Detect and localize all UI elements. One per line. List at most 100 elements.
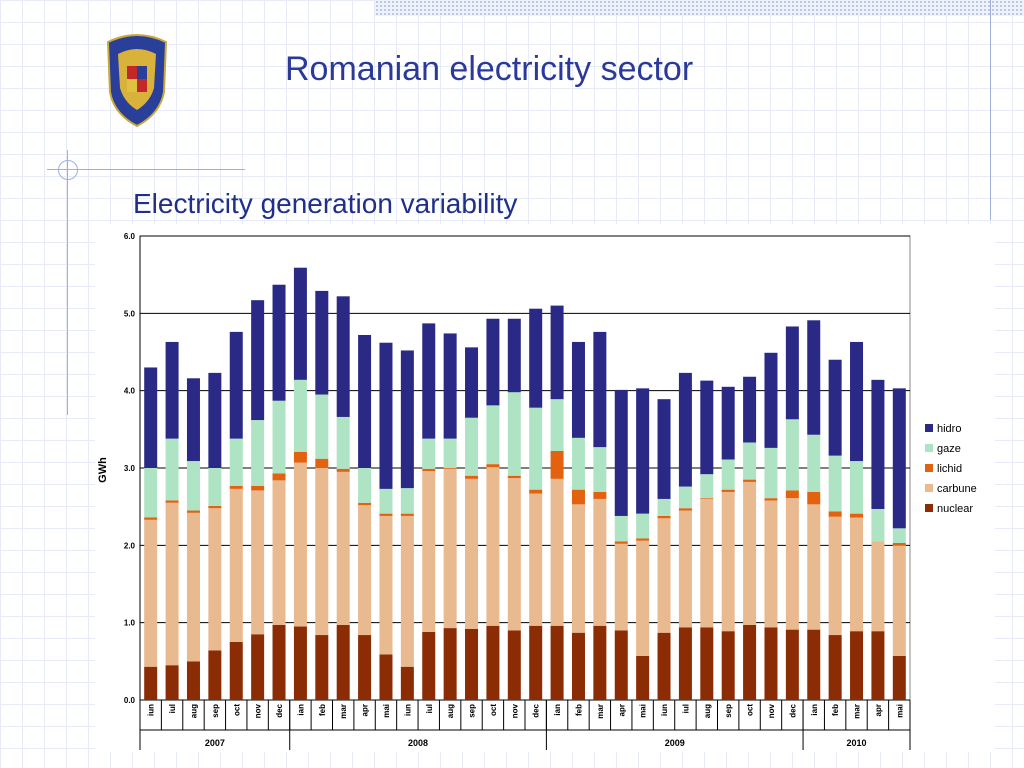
legend-label-gaze: gaze: [937, 443, 961, 455]
bar-segment-lichid: [850, 513, 864, 518]
bar-segment-nuclear: [379, 654, 393, 700]
bar-segment-lichid: [186, 510, 200, 513]
bar-segment-lichid: [486, 464, 500, 468]
bar-segment-hidro: [507, 318, 521, 393]
bar-segment-nuclear: [550, 625, 564, 700]
bar-segment-nuclear: [743, 624, 757, 700]
legend-swatch-lichid: [925, 464, 933, 472]
bar-segment-lichid: [208, 505, 222, 509]
bar-segment-carbune: [443, 468, 457, 629]
bar-segment-gaze: [550, 399, 564, 451]
x-tick-label: aug: [189, 704, 198, 718]
bar-segment-hidro: [892, 388, 906, 529]
legend-swatch-hidro: [925, 424, 933, 432]
bar-segment-gaze: [422, 438, 436, 469]
bar-segment-gaze: [571, 437, 585, 490]
legend-swatch-gaze: [925, 444, 933, 452]
bar-segment-hidro: [721, 386, 735, 460]
bar-segment-lichid: [251, 485, 265, 491]
bar-segment-nuclear: [400, 666, 414, 700]
x-tick-label: oct: [232, 704, 241, 716]
bar-segment-nuclear: [571, 632, 585, 700]
bar-segment-nuclear: [507, 630, 521, 700]
x-tick-label: sep: [468, 704, 477, 718]
bar-segment-nuclear: [293, 626, 307, 700]
bar-segment-hidro: [871, 379, 885, 509]
x-tick-label: ian: [810, 704, 819, 716]
bar-segment-lichid: [892, 543, 906, 546]
bar-segment-hidro: [400, 350, 414, 489]
bar-segment-carbune: [850, 517, 864, 632]
decorative-line: [990, 0, 991, 220]
bar-segment-carbune: [272, 480, 286, 625]
bar-segment-nuclear: [892, 655, 906, 700]
bar-segment-hidro: [785, 326, 799, 420]
x-tick-label: nov: [510, 703, 519, 718]
year-label: 2007: [205, 738, 225, 748]
bar-segment-gaze: [807, 434, 821, 492]
bar-segment-nuclear: [828, 635, 842, 700]
decorative-circle: [58, 160, 78, 180]
bar-segment-gaze: [593, 447, 607, 492]
bar-segment-hidro: [700, 380, 714, 475]
x-tick-label: oct: [489, 704, 498, 716]
bar-segment-carbune: [336, 471, 350, 625]
bar-segment-hidro: [293, 267, 307, 380]
y-tick-label: 3.0: [124, 464, 136, 473]
bar-segment-nuclear: [636, 655, 650, 700]
bar-segment-nuclear: [785, 629, 799, 700]
bar-segment-nuclear: [721, 631, 735, 700]
bar-segment-nuclear: [614, 630, 628, 700]
bar-segment-lichid: [636, 538, 650, 541]
decorative-band: [375, 0, 1024, 16]
x-tick-label: ian: [296, 704, 305, 716]
bar-segment-nuclear: [251, 634, 265, 700]
bar-segment-gaze: [186, 461, 200, 511]
bar-segment-hidro: [208, 372, 222, 468]
bar-segment-nuclear: [272, 624, 286, 700]
slide-title: Romanian electricity sector: [285, 50, 694, 88]
decorative-line: [67, 150, 68, 415]
x-tick-label: iun: [660, 704, 669, 716]
bar-segment-carbune: [807, 504, 821, 630]
x-tick-label: iun: [147, 704, 156, 716]
bar-segment-hidro: [186, 378, 200, 462]
x-tick-label: feb: [574, 704, 583, 716]
x-tick-label: iul: [168, 704, 177, 713]
y-tick-label: 6.0: [124, 232, 136, 241]
bar-segment-nuclear: [186, 661, 200, 700]
bar-segment-nuclear: [422, 631, 436, 700]
bar-segment-hidro: [764, 352, 778, 448]
bar-segment-lichid: [743, 479, 757, 482]
legend-label-nuclear: nuclear: [937, 503, 973, 515]
bar-segment-nuclear: [871, 631, 885, 700]
bar-segment-hidro: [443, 333, 457, 439]
bar-segment-lichid: [315, 458, 329, 468]
bar-segment-gaze: [465, 417, 479, 476]
legend-swatch-carbune: [925, 484, 933, 492]
bar-segment-lichid: [465, 475, 479, 479]
x-tick-label: mai: [895, 704, 904, 718]
bar-segment-carbune: [743, 481, 757, 625]
bar-segment-carbune: [486, 467, 500, 626]
y-tick-label: 2.0: [124, 541, 136, 550]
bar-segment-gaze: [229, 438, 243, 486]
bar-segment-lichid: [229, 485, 243, 489]
bar-segment-carbune: [657, 518, 671, 633]
bar-segment-nuclear: [443, 628, 457, 700]
bar-segment-carbune: [871, 541, 885, 632]
bar-segment-carbune: [636, 540, 650, 656]
bar-segment-gaze: [293, 379, 307, 452]
bar-segment-lichid: [507, 475, 521, 479]
x-tick-label: apr: [874, 704, 883, 716]
bar-segment-hidro: [229, 331, 243, 439]
bar-segment-lichid: [358, 502, 372, 506]
bar-segment-gaze: [529, 407, 543, 490]
bar-segment-hidro: [379, 342, 393, 489]
x-tick-label: nov: [254, 703, 263, 718]
y-tick-label: 0.0: [124, 696, 136, 705]
bar-segment-gaze: [828, 455, 842, 512]
bar-segment-lichid: [400, 513, 414, 516]
bar-segment-gaze: [785, 419, 799, 491]
bar-segment-lichid: [657, 515, 671, 519]
